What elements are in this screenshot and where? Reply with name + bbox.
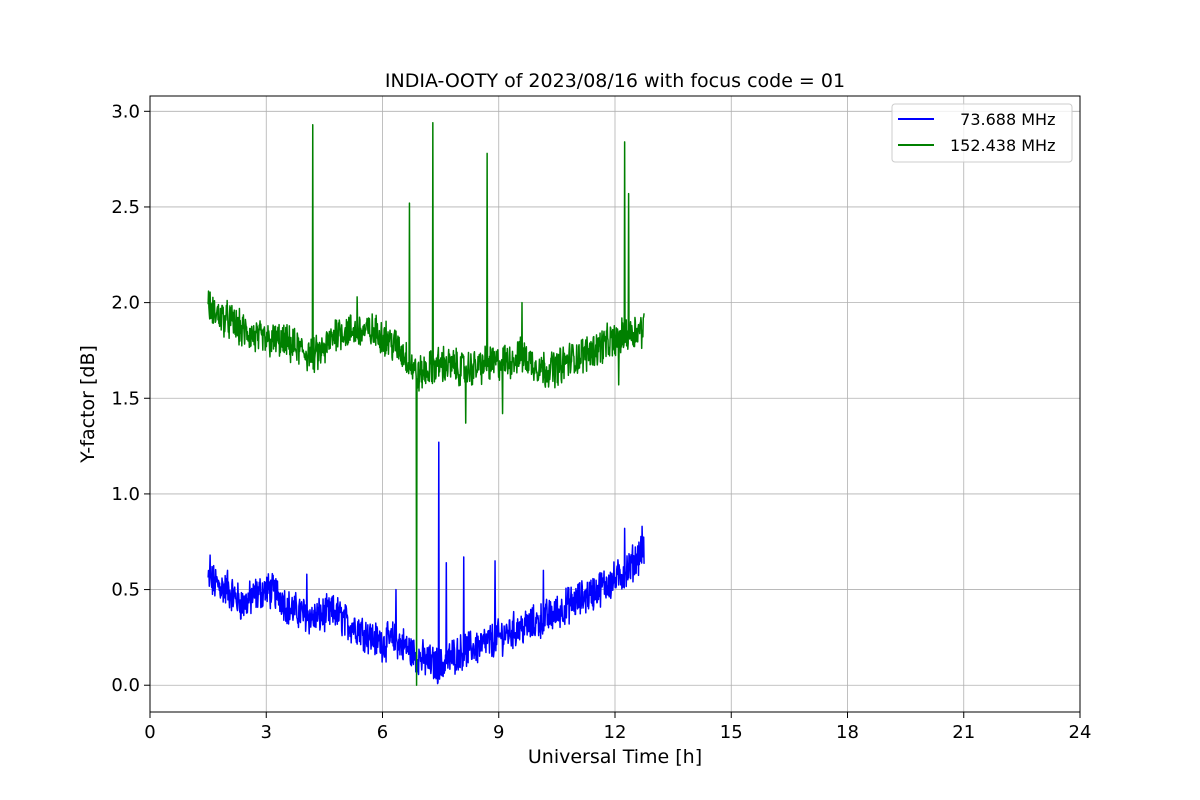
chart-legend: 73.688 MHz 152.438 MHz [891,103,1073,163]
y-tick-label: 1.0 [111,484,140,505]
x-tick-label: 12 [604,722,627,743]
series-line-1 [207,441,645,685]
series-lines [207,122,645,686]
y-tick-label: 0.5 [111,580,140,601]
x-tick-label: 18 [836,722,859,743]
y-tick-label: 2.0 [111,293,140,314]
y-tick-label: 1.5 [111,388,140,409]
series-line-2 [207,122,645,686]
x-tick-label: 0 [144,722,155,743]
x-tick-label: 3 [261,722,272,743]
x-tick-label: 9 [493,722,504,743]
axis-ticks: 0 3 6 9 12 15 18 21 24 0.0 0.5 1.0 1.5 2.0 2.5 3.0 [111,101,1091,743]
legend-label-series-2: 152.438 MHz [950,136,1055,155]
chart-title: INDIA-OOTY of 2023/08/16 with focus code… [385,70,845,92]
y-tick-label: 2.5 [111,197,140,218]
x-tick-label: 15 [720,722,743,743]
x-axis-label: Universal Time [h] [528,746,702,768]
legend-box [891,103,1073,163]
x-tick-label: 21 [952,722,975,743]
y-tick-label: 3.0 [111,101,140,122]
legend-label-series-1: 73.688 MHz [950,110,1055,129]
x-tick-label: 6 [377,722,388,743]
y-axis-label: Y-factor [dB] [77,345,99,464]
y-tick-label: 0.0 [111,675,140,696]
x-tick-label: 24 [1069,722,1092,743]
